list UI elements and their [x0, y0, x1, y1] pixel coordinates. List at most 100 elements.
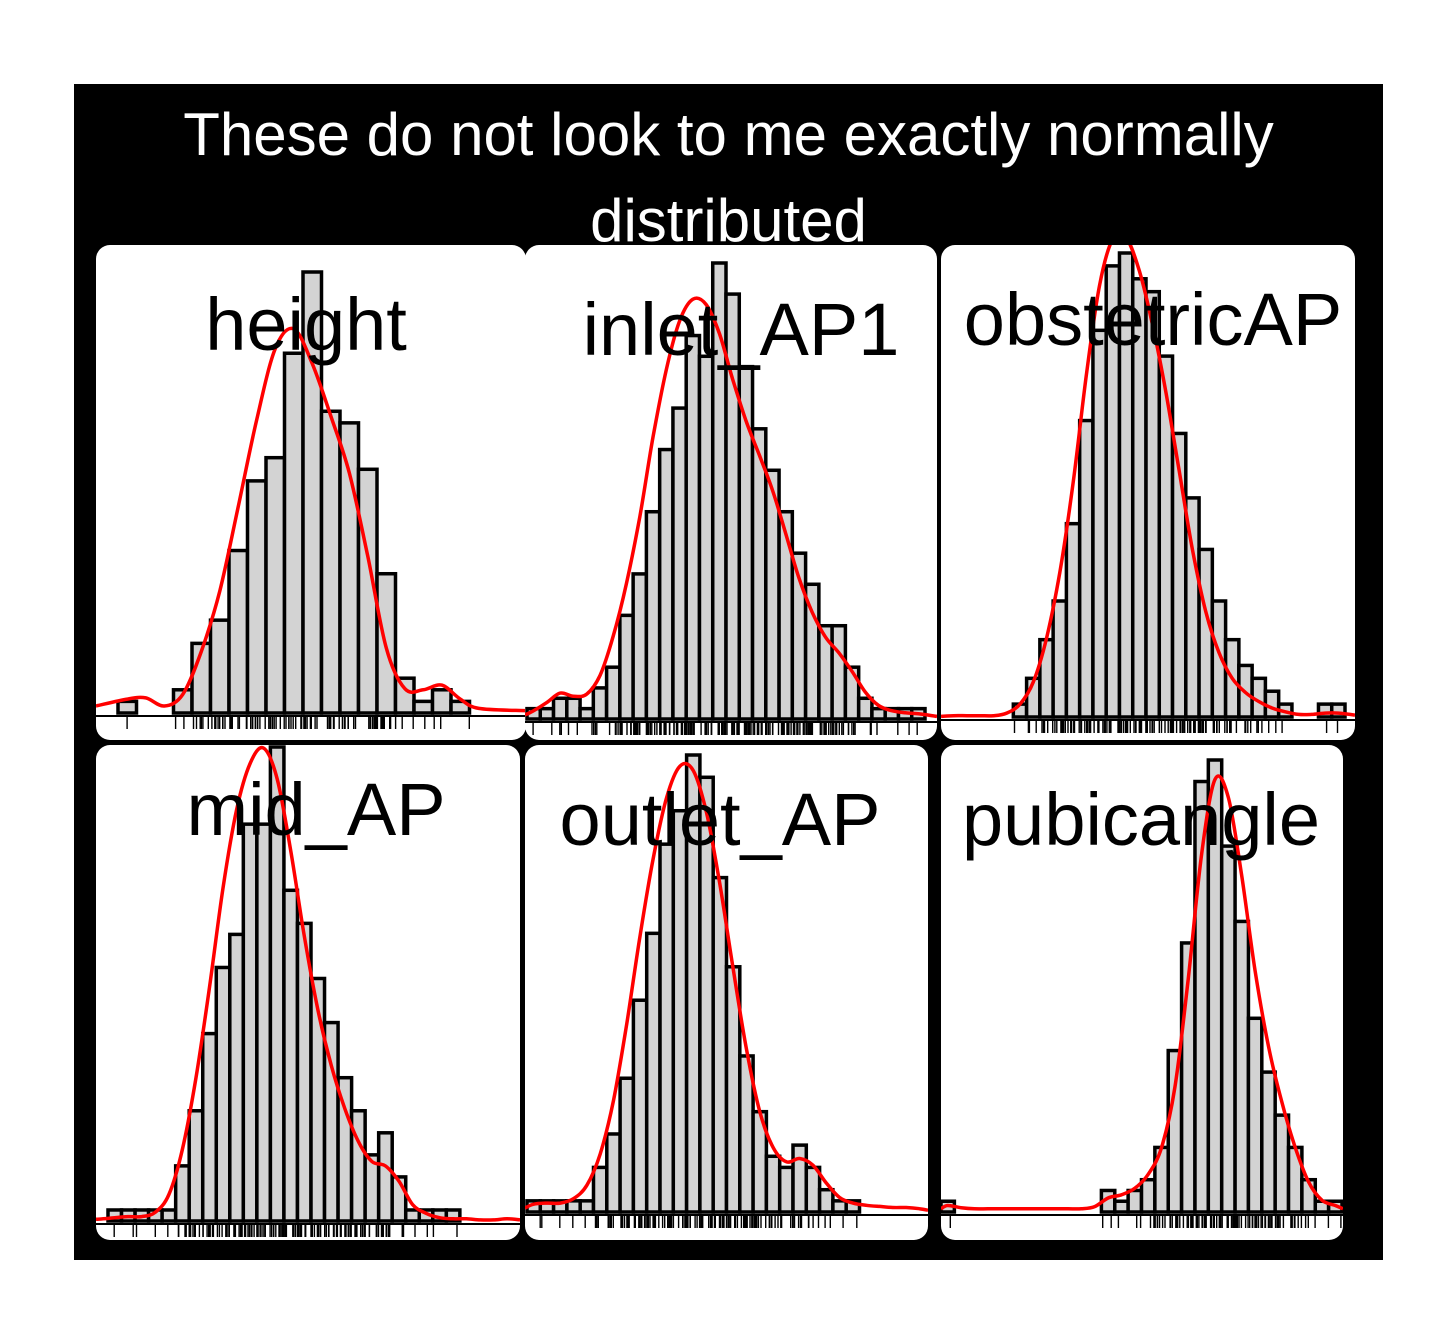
- histogram-bar: [1219, 844, 1237, 1214]
- histogram-bar: [1064, 521, 1082, 719]
- rug: [539, 1216, 858, 1228]
- histogram-bar: [228, 932, 246, 1223]
- panel-label: obstetricAP: [964, 278, 1342, 361]
- histogram-bar: [1166, 1048, 1184, 1214]
- histogram-bar: [227, 548, 250, 715]
- histogram-bar: [1126, 1188, 1144, 1214]
- rug: [126, 717, 470, 729]
- panel-label: pubicangle: [962, 778, 1320, 861]
- histogram-bar: [604, 665, 622, 721]
- histogram-bar: [430, 688, 453, 715]
- histogram-bar: [214, 965, 232, 1223]
- histogram-bar: [578, 706, 596, 721]
- histogram-bar: [282, 888, 300, 1223]
- bars: [525, 753, 862, 1214]
- histogram-bar: [1113, 1199, 1130, 1214]
- histogram-bar: [255, 822, 273, 1223]
- histogram-bar: [777, 1165, 795, 1214]
- histogram-svg: obstetricAP: [941, 245, 1355, 733]
- histogram-bar: [843, 665, 861, 721]
- density-curve: [525, 761, 928, 1213]
- bars: [106, 745, 462, 1223]
- histogram-bar: [241, 822, 259, 1223]
- histogram-bar: [1260, 1070, 1277, 1214]
- histogram-bar: [565, 696, 582, 721]
- histogram-bar: [376, 1131, 394, 1223]
- rug: [113, 1225, 458, 1237]
- histogram-bar: [208, 618, 231, 715]
- rug: [1013, 721, 1339, 733]
- histogram-bar: [1210, 599, 1228, 719]
- panel-pubic-angle: pubicangle: [941, 745, 1343, 1240]
- rug: [532, 723, 918, 735]
- bars: [525, 261, 927, 721]
- histogram-bar: [187, 1109, 205, 1223]
- histogram-svg: inlet_AP1: [525, 261, 937, 735]
- histogram-bar: [116, 699, 139, 715]
- histogram-bar: [1139, 1177, 1157, 1214]
- histogram-bar: [631, 572, 649, 721]
- histogram-bar: [605, 1132, 622, 1214]
- histogram-bar: [644, 509, 662, 721]
- histogram-bar: [844, 1199, 862, 1214]
- histogram-bar: [830, 623, 848, 721]
- panel-outlet-ap: outlet_AP: [525, 745, 928, 1240]
- histogram-bar: [856, 696, 874, 721]
- histogram-bar: [1246, 1016, 1264, 1214]
- histogram-bar: [578, 1199, 596, 1214]
- histogram-bar: [791, 1143, 809, 1214]
- histogram-bar: [1273, 1113, 1291, 1214]
- panel-label: mid_AP: [186, 768, 445, 851]
- histogram-bar: [657, 447, 675, 721]
- histogram-bar: [551, 696, 569, 721]
- histogram-svg: outlet_AP: [525, 753, 928, 1228]
- histogram-bar: [245, 479, 268, 715]
- histogram-svg: pubicangle: [941, 758, 1343, 1228]
- density-curve: [941, 774, 1343, 1211]
- density-curve: [96, 745, 520, 1222]
- histogram-bar: [412, 699, 435, 715]
- histogram-bar: [1051, 599, 1069, 719]
- bars: [941, 758, 1343, 1214]
- histogram-bar: [870, 706, 887, 721]
- rug: [949, 1216, 1342, 1228]
- density-curve: [96, 326, 526, 713]
- histogram-bar: [538, 706, 556, 721]
- histogram-bar: [591, 1165, 609, 1214]
- panel-mid-ap: mid_AP: [96, 745, 520, 1240]
- histogram-bar: [764, 1154, 782, 1214]
- histogram-bar: [671, 808, 689, 1214]
- histogram-bar: [777, 509, 795, 721]
- histogram-bar: [403, 1208, 422, 1223]
- histogram-bar: [1077, 418, 1095, 719]
- histogram-bar: [319, 409, 342, 715]
- panel-label: inlet_AP1: [583, 288, 900, 371]
- histogram-bar: [684, 333, 702, 721]
- histogram-bar: [817, 1187, 835, 1214]
- histogram-svg: height: [96, 270, 526, 729]
- histogram-bar: [750, 427, 768, 721]
- histogram-bar: [631, 998, 649, 1214]
- bars: [1011, 251, 1347, 719]
- histogram-bar: [711, 875, 729, 1214]
- histogram-svg: mid_AP: [96, 745, 520, 1237]
- histogram-bar: [282, 351, 305, 715]
- density-curve: [941, 245, 1355, 719]
- histogram-bar: [804, 1165, 822, 1214]
- histogram-bar: [160, 1208, 178, 1223]
- histogram-bar: [618, 1076, 636, 1214]
- histogram-bar: [264, 455, 287, 715]
- panel-inlet-ap1: inlet_AP1: [525, 245, 937, 740]
- density-curve: [525, 296, 937, 719]
- histogram-bar: [831, 1199, 848, 1214]
- histogram-bar: [393, 676, 416, 715]
- histogram-bar: [658, 842, 676, 1214]
- panel-height: height: [96, 245, 526, 740]
- histogram-bar: [671, 406, 688, 721]
- histogram-bar: [1091, 328, 1108, 719]
- histogram-bar: [618, 613, 635, 721]
- panel-obstetric-ap: obstetricAP: [941, 245, 1355, 740]
- histogram-bar: [1233, 919, 1251, 1214]
- panel-label: outlet_AP: [560, 778, 881, 861]
- histogram-bar: [444, 1208, 462, 1223]
